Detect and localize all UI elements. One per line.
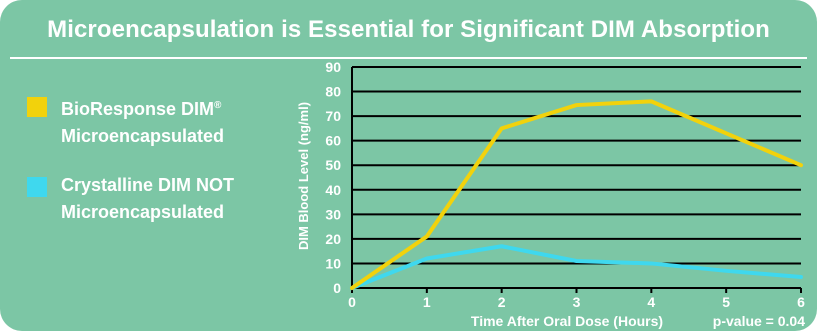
x-tick-label: 1: [423, 294, 431, 310]
chart-title: Microencapsulation is Essential for Sign…: [47, 16, 770, 43]
tick-labels: 0 10 20 30 40 50 60 70 80 90 0 1 2 3 4 5 6: [325, 59, 805, 310]
x-tick-label: 3: [573, 294, 581, 310]
p-value-label: p-value = 0.04: [713, 313, 805, 329]
x-tick-label: 0: [348, 294, 356, 310]
x-tick-label: 5: [722, 294, 730, 310]
legend-label-bioresponse: BioResponse DIM® Microencapsulated: [61, 92, 311, 150]
legend-label-crystalline: Crystalline DIM NOT Microencapsulated: [61, 172, 311, 226]
x-tick-label: 4: [647, 294, 655, 310]
y-tick-label: 40: [325, 182, 341, 198]
x-tick-label: 6: [797, 294, 805, 310]
legend-swatch-cyan: [27, 177, 47, 197]
grid-lines: [352, 66, 801, 265]
y-tick-label: 70: [325, 108, 341, 124]
x-axis-label: Time After Oral Dose (Hours): [471, 313, 663, 329]
registered-mark: ®: [214, 100, 222, 111]
title-divider: [10, 57, 807, 59]
legend-label-crystalline-line1: Crystalline DIM NOT: [61, 175, 235, 195]
axes: [351, 67, 802, 293]
series-line-bioresponse: [350, 99, 803, 290]
series-lines: [350, 99, 803, 290]
legend-label-crystalline-line2: Microencapsulated: [61, 202, 225, 222]
y-tick-label: 90: [325, 59, 341, 75]
y-tick-label: 20: [325, 231, 341, 247]
y-tick-label: 60: [325, 133, 341, 149]
y-tick-label: 10: [325, 255, 341, 271]
y-tick-label: 80: [325, 84, 341, 100]
y-tick-label: 50: [325, 157, 341, 173]
y-tick-label: 0: [333, 280, 341, 296]
series-line-crystalline: [350, 244, 803, 290]
y-axis-label: DIM Blood Level (ng/ml): [296, 102, 311, 250]
x-tick-label: 2: [498, 294, 506, 310]
y-tick-label: 30: [325, 206, 341, 222]
legend-label-bioresponse-line2: Microencapsulated: [61, 126, 225, 146]
legend-label-bioresponse-line1: BioResponse DIM: [61, 99, 215, 119]
legend-swatch-yellow: [27, 97, 47, 117]
